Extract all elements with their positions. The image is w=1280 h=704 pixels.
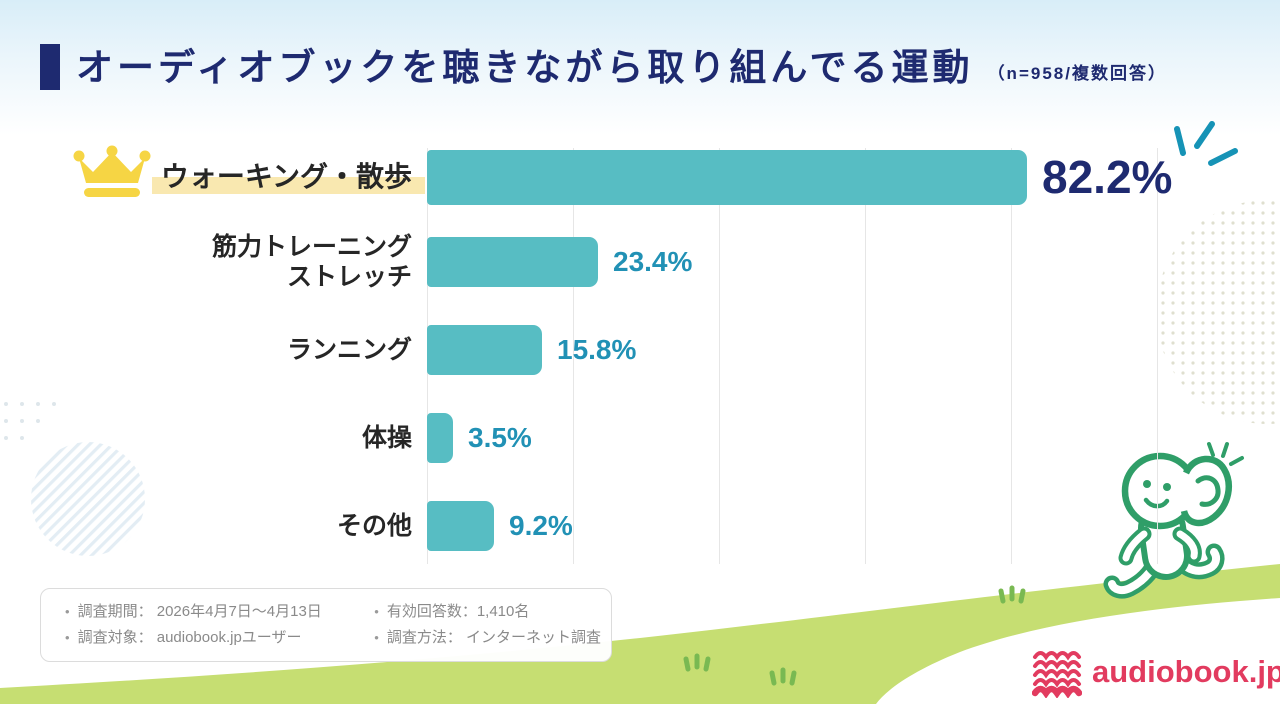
bar-value: 3.5% — [468, 422, 532, 453]
category-label: その他 — [336, 511, 412, 540]
crown-icon — [73, 145, 151, 197]
category-label: 体操 — [361, 423, 412, 452]
header: オーディオブックを聴きながら取り組んでる運動 （n=958/複数回答） — [40, 44, 1167, 90]
chart-row-training: 筋力トレーニング ストレッチ 23.4% — [0, 232, 1280, 292]
bar-value: 9.2% — [509, 510, 573, 541]
brand-logo: audiobook.jp — [1032, 646, 1280, 698]
bar-value: 82.2% — [1042, 151, 1173, 203]
bullet: • — [65, 604, 70, 619]
bar — [427, 150, 1027, 205]
title-marker — [40, 44, 60, 90]
bar — [427, 325, 542, 375]
page-title: オーディオブックを聴きながら取り組んでる運動 — [76, 47, 974, 89]
survey-responses: • 有効回答数：1,410名 — [374, 603, 530, 620]
sample-size-note: （n=958/複数回答） — [987, 64, 1167, 83]
category-label: ウォーキング・散歩 — [160, 161, 412, 193]
bullet: • — [65, 630, 70, 645]
bullet: • — [374, 630, 379, 645]
chart-row-other: その他 9.2% — [0, 501, 1280, 551]
label-highlight — [152, 177, 425, 194]
bar-value: 23.4% — [613, 246, 693, 277]
chart-row-walking: ウォーキング・散歩 82.2% — [0, 145, 1280, 205]
survey-col-left: • 調査期間： 2026年4月7日〜4月13日 • 調査対象： audiobook.… — [65, 601, 348, 649]
survey-method: • 調査方法： インターネット調査 — [374, 629, 601, 646]
brand-logo-text: audiobook.jp — [1092, 654, 1280, 689]
bar — [427, 501, 494, 551]
category-label: ランニング — [286, 335, 412, 364]
survey-info-box: • 調査期間： 2026年4月7日〜4月13日 • 調査対象： audiobook.… — [40, 588, 612, 662]
bar — [427, 237, 598, 287]
gridline — [573, 148, 574, 564]
chart-row-gymnastics: 体操 3.5% — [0, 413, 1280, 463]
bar-value: 15.8% — [557, 334, 637, 365]
open-book-logo-icon — [1032, 651, 1082, 698]
gridline — [865, 148, 866, 564]
chart-row-running: ランニング 15.8% — [0, 325, 1280, 375]
survey-target: • 調査対象： audiobook.jpユーザー — [65, 629, 302, 646]
gridline — [1011, 148, 1012, 564]
survey-col-right: • 有効回答数：1,410名 • 調査方法： インターネット調査 — [374, 601, 601, 649]
survey-period: • 調査期間： 2026年4月7日〜4月13日 — [65, 603, 322, 620]
category-label: 筋力トレーニング ストレッチ — [211, 232, 412, 292]
bullet: • — [374, 604, 379, 619]
gridline — [719, 148, 720, 564]
bar — [427, 413, 453, 463]
